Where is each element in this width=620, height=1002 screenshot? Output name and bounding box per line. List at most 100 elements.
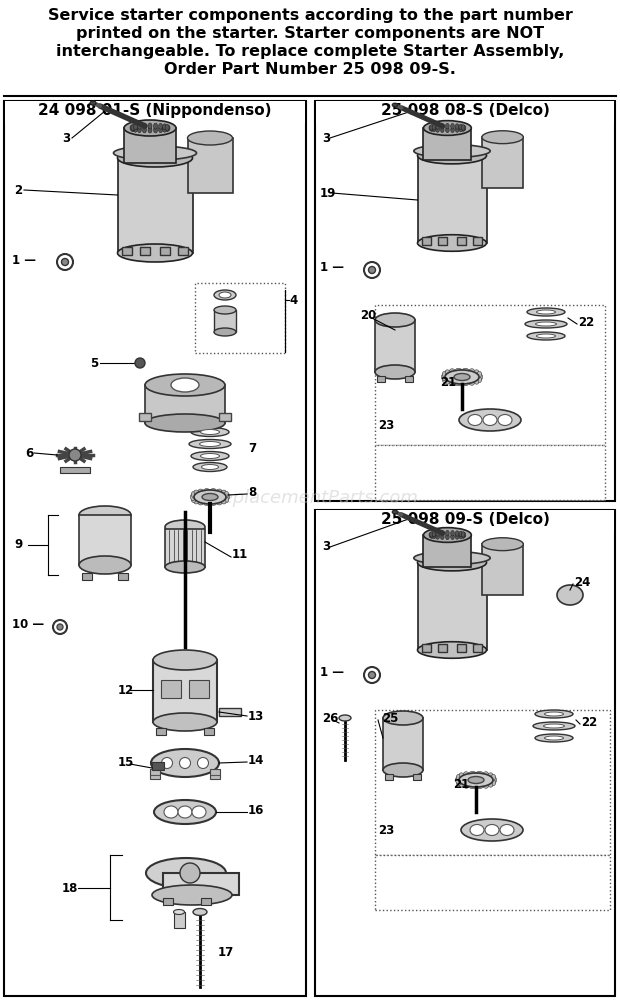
Bar: [82, 573, 92, 580]
Ellipse shape: [214, 290, 236, 300]
Ellipse shape: [450, 380, 456, 385]
Bar: [385, 774, 393, 780]
Ellipse shape: [198, 499, 205, 505]
Ellipse shape: [165, 125, 169, 131]
Ellipse shape: [536, 334, 556, 338]
Text: 3: 3: [322, 540, 330, 553]
Ellipse shape: [436, 124, 440, 129]
Ellipse shape: [430, 124, 433, 130]
Ellipse shape: [194, 498, 200, 504]
Ellipse shape: [535, 734, 573, 742]
Ellipse shape: [461, 819, 523, 841]
Ellipse shape: [392, 510, 397, 514]
Ellipse shape: [473, 370, 479, 376]
Text: Order Part Number 25 098 09-S.: Order Part Number 25 098 09-S.: [164, 62, 456, 77]
Ellipse shape: [198, 489, 205, 495]
Ellipse shape: [224, 494, 229, 501]
Ellipse shape: [131, 124, 135, 130]
Bar: [145, 385, 225, 423]
Ellipse shape: [187, 131, 232, 145]
Ellipse shape: [443, 372, 448, 378]
Ellipse shape: [214, 306, 236, 314]
Circle shape: [53, 620, 67, 634]
Text: 1 —: 1 —: [320, 261, 344, 274]
Bar: [315, 101, 615, 501]
Ellipse shape: [446, 534, 450, 540]
Circle shape: [180, 863, 200, 883]
Bar: [178, 247, 188, 255]
Ellipse shape: [487, 781, 493, 788]
Ellipse shape: [446, 530, 450, 536]
Ellipse shape: [166, 125, 170, 131]
Text: 3: 3: [62, 131, 70, 144]
Ellipse shape: [162, 126, 167, 132]
Ellipse shape: [130, 125, 134, 131]
Ellipse shape: [193, 909, 207, 916]
Ellipse shape: [451, 534, 454, 539]
Bar: [423, 128, 471, 160]
Bar: [438, 644, 448, 652]
Circle shape: [57, 254, 73, 270]
Bar: [118, 573, 128, 580]
Ellipse shape: [462, 125, 466, 130]
Ellipse shape: [557, 585, 583, 605]
Ellipse shape: [429, 125, 433, 130]
Ellipse shape: [440, 127, 444, 132]
Ellipse shape: [436, 126, 440, 132]
Ellipse shape: [118, 149, 192, 167]
Ellipse shape: [423, 528, 471, 542]
Ellipse shape: [432, 533, 436, 539]
Ellipse shape: [153, 713, 217, 731]
Ellipse shape: [154, 127, 157, 133]
Ellipse shape: [536, 310, 556, 314]
Bar: [165, 529, 205, 567]
Ellipse shape: [445, 370, 451, 376]
Ellipse shape: [220, 498, 226, 504]
Circle shape: [135, 358, 145, 368]
Ellipse shape: [162, 124, 167, 130]
Ellipse shape: [467, 369, 474, 375]
Bar: [139, 413, 151, 421]
Ellipse shape: [210, 489, 216, 494]
Ellipse shape: [482, 772, 489, 778]
Text: 14: 14: [248, 754, 264, 767]
Bar: [316, 101, 614, 123]
Ellipse shape: [192, 492, 197, 498]
Ellipse shape: [375, 365, 415, 379]
Ellipse shape: [477, 374, 482, 381]
Ellipse shape: [454, 374, 470, 381]
Bar: [124, 128, 176, 163]
Ellipse shape: [446, 127, 450, 132]
Bar: [456, 237, 466, 244]
Ellipse shape: [456, 777, 461, 784]
Bar: [122, 247, 132, 255]
Ellipse shape: [392, 103, 397, 107]
Ellipse shape: [461, 124, 465, 130]
Ellipse shape: [455, 531, 459, 536]
Text: Service starter components according to the part number: Service starter components according to …: [48, 8, 572, 23]
Ellipse shape: [202, 465, 218, 470]
Ellipse shape: [214, 328, 236, 336]
Text: 20: 20: [360, 309, 376, 322]
Ellipse shape: [118, 244, 192, 262]
Text: 24 098 01-S (Nippondenso): 24 098 01-S (Nippondenso): [38, 103, 272, 118]
Ellipse shape: [451, 530, 454, 536]
Ellipse shape: [432, 124, 436, 129]
Bar: [375, 445, 605, 500]
Ellipse shape: [544, 724, 564, 728]
Bar: [195, 283, 285, 353]
Ellipse shape: [445, 370, 479, 384]
Ellipse shape: [383, 763, 423, 777]
Ellipse shape: [193, 463, 227, 472]
Ellipse shape: [490, 779, 495, 786]
Ellipse shape: [90, 101, 96, 105]
Ellipse shape: [145, 414, 225, 432]
Ellipse shape: [220, 490, 226, 496]
Ellipse shape: [544, 712, 564, 716]
Circle shape: [364, 262, 380, 278]
Text: 1 —: 1 —: [320, 665, 344, 678]
Ellipse shape: [430, 126, 433, 131]
Ellipse shape: [455, 126, 459, 132]
Ellipse shape: [443, 376, 448, 383]
Ellipse shape: [476, 372, 482, 378]
